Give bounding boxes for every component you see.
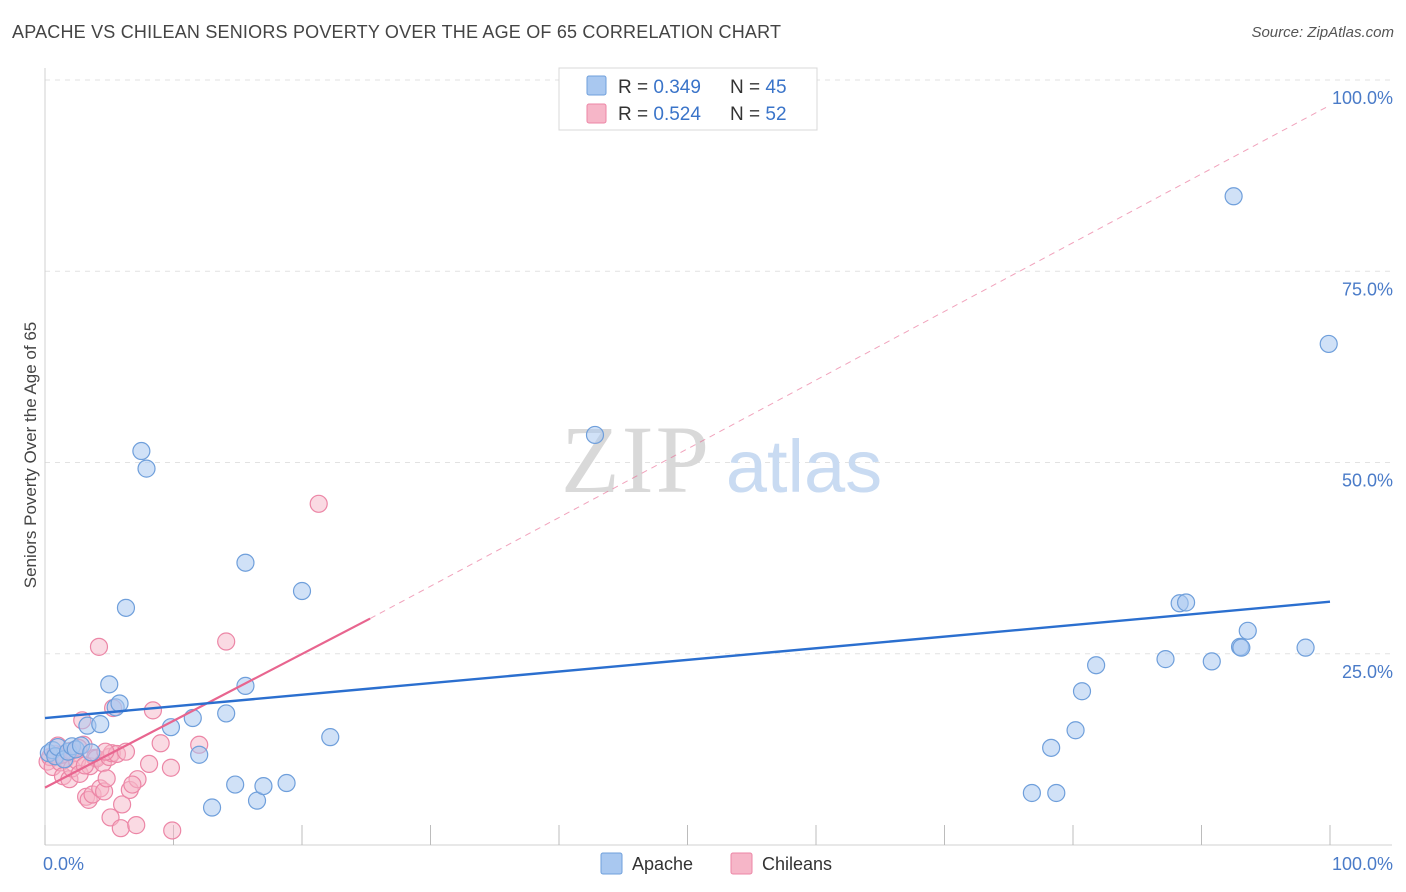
legend-swatch-chilean — [586, 103, 607, 124]
legend-apache-r-value: 0.349 — [653, 77, 701, 98]
legend-chilean-n-value: 52 — [765, 104, 786, 125]
apache-point — [1042, 738, 1061, 757]
chilean-point — [123, 775, 142, 794]
legend-chilean-r-label: R = — [618, 104, 653, 125]
legend-chilean-n-label: N = — [730, 104, 765, 125]
apache-point — [277, 773, 296, 793]
watermark: ZIP atlas — [561, 406, 882, 513]
apache-point — [1224, 187, 1243, 206]
apache-trend-line — [44, 600, 1331, 720]
y-tick-label: 25.0% — [1342, 662, 1393, 682]
apache-point — [292, 581, 312, 601]
chilean-point — [89, 637, 109, 656]
bottom-legend: Apache Chileans — [600, 852, 832, 875]
apache-point — [110, 694, 129, 713]
apache-point — [132, 441, 151, 461]
x-tick-label: 0.0% — [43, 854, 84, 874]
apache-point — [1319, 334, 1338, 354]
legend-apache-r-label: R = — [618, 77, 653, 98]
tick-labels: 25.0% 50.0% 75.0% 100.0% 0.0% 100.0% — [43, 88, 1393, 874]
bottom-legend-swatch-apache — [600, 852, 623, 875]
legend-chilean-n-row: N = 52 — [730, 104, 787, 125]
legend-apache-n-row: N = 45 — [730, 77, 787, 98]
y-tick-label: 75.0% — [1342, 279, 1393, 299]
chilean-point — [217, 632, 236, 651]
apache-point — [254, 776, 273, 796]
apache-point — [190, 745, 209, 764]
legend-box: R = 0.349 N = 45 R = 0.524 N = 52 — [558, 67, 818, 131]
apache-point — [1238, 621, 1257, 640]
apache-point — [226, 775, 245, 794]
source-label: Source: ZipAtlas.com — [1251, 24, 1394, 41]
apache-point — [100, 675, 119, 694]
bottom-legend-chileans: Chileans — [762, 854, 832, 874]
x-tick-label: 100.0% — [1332, 854, 1393, 874]
apache-point — [1066, 721, 1085, 740]
apache-point — [202, 798, 222, 817]
chilean-point — [97, 769, 116, 788]
apache-point — [1072, 682, 1092, 701]
legend-apache-n-value: 45 — [765, 77, 786, 98]
apache-point — [1176, 593, 1196, 612]
chilean-point — [151, 734, 170, 753]
chilean-point — [161, 758, 181, 777]
chilean-point — [139, 754, 159, 774]
apache-point — [91, 715, 110, 734]
apache-point — [1087, 656, 1106, 675]
bottom-legend-apache: Apache — [632, 854, 693, 874]
y-axis-label: Seniors Poverty Over the Age of 65 — [21, 322, 40, 588]
chart-title: APACHE VS CHILEAN SENIORS POVERTY OVER T… — [12, 22, 782, 42]
legend-apache-n-label: N = — [730, 77, 765, 98]
trend-lines — [44, 104, 1331, 789]
watermark-zip: ZIP — [561, 406, 711, 513]
chilean-point — [143, 701, 163, 720]
bottom-legend-swatch-chilean — [730, 852, 753, 875]
legend-apache-row: R = 0.349 — [618, 77, 701, 98]
axes — [44, 68, 1392, 846]
legend-swatch-apache — [586, 75, 607, 96]
y-tick-label: 100.0% — [1332, 88, 1393, 108]
apache-point — [116, 598, 136, 617]
watermark-atlas: atlas — [726, 425, 882, 508]
apache-point — [217, 704, 236, 723]
chilean-point — [112, 795, 132, 814]
y-tick-label: 50.0% — [1342, 471, 1393, 491]
apache-point — [183, 708, 202, 728]
apache-point — [1232, 638, 1251, 657]
apache-points — [39, 187, 1338, 817]
apache-point — [1022, 783, 1041, 803]
apache-point — [137, 459, 156, 478]
chilean-point — [111, 819, 130, 838]
legend-chilean-row: R = 0.524 — [618, 104, 701, 125]
apache-point — [1047, 783, 1066, 803]
apache-point — [236, 553, 255, 572]
chilean-trend-extension — [369, 104, 1331, 620]
legend-chilean-r-value: 0.524 — [653, 104, 701, 125]
apache-point — [1296, 638, 1315, 657]
chilean-point — [309, 494, 328, 513]
apache-point — [1156, 650, 1175, 669]
apache-point — [82, 743, 101, 762]
chilean-point — [127, 816, 146, 835]
chilean-point — [163, 821, 182, 840]
apache-point — [321, 728, 340, 747]
apache-point — [585, 425, 605, 445]
apache-point — [1202, 652, 1221, 671]
